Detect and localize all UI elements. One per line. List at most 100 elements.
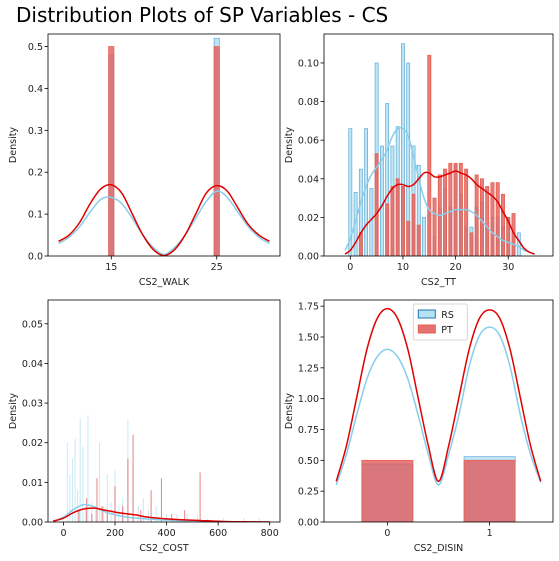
x-tick-label: 600 bbox=[209, 528, 227, 539]
pt-bar bbox=[486, 187, 489, 256]
y-tick-label: 0.02 bbox=[298, 213, 319, 224]
pt-bar bbox=[501, 194, 504, 256]
y-axis-label: Density bbox=[284, 127, 295, 163]
y-axis-label: Density bbox=[8, 393, 19, 429]
x-tick-label: 15 bbox=[105, 262, 117, 273]
legend-box bbox=[413, 304, 467, 340]
pt-bar bbox=[480, 179, 483, 256]
pt-bar bbox=[496, 183, 499, 256]
pt-bar bbox=[464, 460, 515, 522]
rs-kde-line bbox=[59, 191, 270, 254]
panel-cs2-walk: 0.0 0.1 0.2 0.3 0.4 0.5 15 25 CS2_WALK Density bbox=[8, 34, 280, 288]
x-axis-label: CS2_COST bbox=[139, 543, 189, 554]
pt-bar bbox=[470, 233, 473, 256]
y-tick-label: 0.00 bbox=[298, 252, 319, 263]
plot-area bbox=[59, 38, 270, 256]
y-axis-label: Density bbox=[284, 393, 295, 429]
pt-bar bbox=[401, 187, 404, 256]
legend-label-pt: PT bbox=[441, 325, 453, 336]
pt-bar bbox=[433, 198, 436, 256]
plot-area bbox=[53, 415, 270, 522]
panel-cs2-tt: 0.00 0.02 0.04 0.06 0.08 0.10 0 10 20 30 CS2_TT Den… bbox=[284, 34, 553, 288]
y-tick-label: 0.01 bbox=[22, 478, 43, 489]
pt-bar bbox=[407, 221, 410, 256]
pt-bar bbox=[102, 506, 103, 522]
plot-area bbox=[345, 44, 535, 256]
pt-bar bbox=[161, 478, 162, 522]
legend-swatch-pt bbox=[418, 325, 435, 333]
y-tick-label: 0.05 bbox=[22, 319, 43, 330]
rs-bar bbox=[67, 443, 68, 522]
y-tick-label: 0.4 bbox=[28, 84, 43, 95]
y-tick-label: 0.10 bbox=[298, 58, 319, 69]
pt-bar bbox=[78, 510, 79, 522]
y-axis-label: Density bbox=[8, 127, 19, 163]
panel-cs2-disin: 0.000.250.500.751.001.251.501.750 1CS2_DI… bbox=[284, 300, 553, 554]
rs-bar bbox=[87, 415, 88, 522]
x-tick-label: 25 bbox=[211, 262, 223, 273]
x-axis-label: CS2_WALK bbox=[139, 277, 190, 288]
y-tick-label: 0.06 bbox=[298, 136, 319, 147]
pt-bar bbox=[417, 225, 420, 256]
rs-bar bbox=[370, 188, 373, 256]
rs-bar bbox=[365, 129, 368, 256]
y-tick-label: 0.1 bbox=[28, 210, 43, 221]
pt-bar bbox=[396, 179, 399, 256]
y-tick-label: 1.25 bbox=[298, 363, 319, 374]
rs-bar bbox=[166, 514, 167, 522]
x-tick-label: 0 bbox=[60, 528, 66, 539]
y-tick-label: 0.0 bbox=[28, 252, 43, 263]
pt-kde-line bbox=[59, 185, 270, 256]
y-tick-label: 1.75 bbox=[298, 302, 319, 313]
pt-bar bbox=[115, 486, 116, 522]
y-tick-label: 0.2 bbox=[28, 168, 43, 179]
y-tick-label: 0.25 bbox=[298, 487, 319, 498]
pt-bar bbox=[109, 47, 114, 256]
rs-bar bbox=[517, 233, 520, 256]
y-tick-label: 0.08 bbox=[298, 97, 319, 108]
y-tick-label: 0.5 bbox=[28, 42, 43, 53]
pt-bar bbox=[449, 163, 452, 256]
y-tick-label: 0.00 bbox=[22, 518, 43, 529]
x-tick-label: 0 bbox=[347, 262, 353, 273]
pt-bar bbox=[412, 194, 415, 256]
pt-bar bbox=[96, 478, 97, 522]
y-tick-label: 0.50 bbox=[298, 456, 319, 467]
y-tick-label: 0.3 bbox=[28, 126, 43, 137]
y-tick-label: 0.04 bbox=[298, 174, 319, 185]
x-axis-label: CS2_TT bbox=[421, 277, 456, 288]
pt-bar bbox=[214, 47, 219, 256]
x-tick-label: 20 bbox=[450, 262, 462, 273]
x-tick-label: 10 bbox=[397, 262, 409, 273]
pt-bar bbox=[491, 183, 494, 256]
pt-bar bbox=[428, 55, 431, 256]
panel-cs2-cost: 0.00 0.01 0.02 0.03 0.04 0.05 0 200 400 600 800 CS2… bbox=[8, 300, 280, 554]
pt-bar bbox=[465, 169, 468, 256]
rs-bar bbox=[95, 510, 96, 522]
pt-bar bbox=[91, 514, 92, 522]
y-tick-label: 0.02 bbox=[22, 438, 43, 449]
legend-swatch-rs bbox=[418, 310, 435, 318]
rs-bar bbox=[148, 510, 149, 522]
pt-bar bbox=[200, 472, 201, 522]
plot-area bbox=[336, 309, 540, 522]
pt-bar bbox=[362, 460, 413, 522]
legend-label-rs: RS bbox=[441, 310, 454, 321]
rs-bar bbox=[103, 506, 104, 522]
pt-bar bbox=[127, 459, 128, 522]
y-tick-label: 1.50 bbox=[298, 333, 319, 344]
legend: RS PT bbox=[413, 304, 467, 340]
y-tick-label: 0.04 bbox=[22, 359, 43, 370]
pt-bar bbox=[391, 187, 394, 256]
x-tick-label: 400 bbox=[158, 528, 176, 539]
x-tick-label: 800 bbox=[261, 528, 279, 539]
x-tick-label: 1 bbox=[487, 528, 493, 539]
pt-bar bbox=[386, 204, 389, 256]
x-tick-label: 200 bbox=[106, 528, 124, 539]
y-tick-label: 0.03 bbox=[22, 399, 43, 410]
pt-bar bbox=[86, 498, 87, 522]
y-tick-label: 0.75 bbox=[298, 425, 319, 436]
x-tick-label: 0 bbox=[384, 528, 390, 539]
x-tick-label: 30 bbox=[502, 262, 514, 273]
